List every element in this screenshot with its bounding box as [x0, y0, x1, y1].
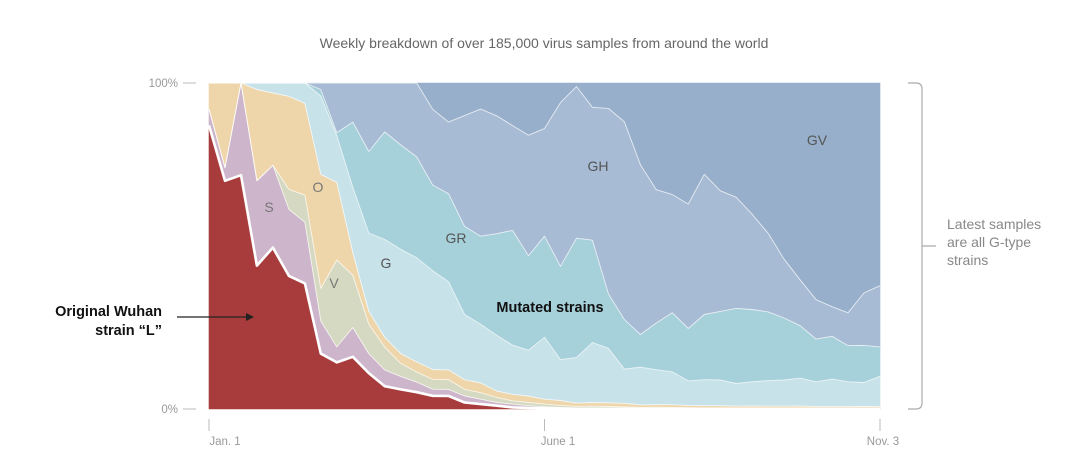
y-tick-label-0: 0%: [161, 404, 178, 416]
chart-subtitle: Weekly breakdown of over 185,000 virus s…: [320, 35, 769, 51]
boundary-line-s: [208, 82, 880, 410]
series-label-g: G: [381, 255, 392, 271]
series-label-gr: GR: [446, 230, 467, 246]
area-layers: [208, 82, 881, 410]
x-axis: [208, 419, 881, 431]
boundary-line-v: [208, 82, 881, 409]
series-label-v: V: [329, 275, 339, 291]
side-note-line1: Latest samples: [947, 216, 1041, 232]
annotation-original-line1: Original Wuhan: [55, 304, 162, 320]
boundary-line-gh: [209, 82, 881, 314]
x-tick-label-june: June 1: [541, 436, 576, 448]
series-label-gh: GH: [588, 158, 609, 174]
boundary-line-gr: [209, 82, 881, 348]
latest-samples-bracket: [908, 82, 936, 410]
boundary-line-g: [209, 82, 881, 384]
boundary-line-o: [209, 82, 881, 407]
arrow-head-icon: [246, 313, 254, 321]
series-label-o: O: [313, 179, 324, 195]
annotation-original-line2: strain “L”: [95, 323, 162, 339]
series-label-s: S: [264, 199, 273, 215]
series-label-gv: GV: [807, 132, 828, 148]
x-tick-label-jan: Jan. 1: [209, 436, 240, 448]
annotation-mutated-strains: Mutated strains: [496, 300, 603, 316]
y-tick-label-100: 100%: [149, 78, 178, 90]
side-note-line3: strains: [947, 252, 988, 268]
x-tick-label-nov: Nov. 3: [867, 436, 899, 448]
layer-boundaries: [207, 82, 881, 411]
side-note-line2: are all G-type: [947, 234, 1031, 250]
